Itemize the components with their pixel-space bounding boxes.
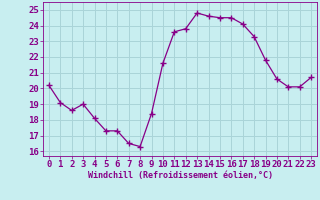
X-axis label: Windchill (Refroidissement éolien,°C): Windchill (Refroidissement éolien,°C) [87, 171, 273, 180]
